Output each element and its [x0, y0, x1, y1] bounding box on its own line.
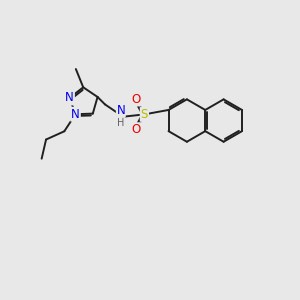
Text: H: H [117, 118, 124, 128]
Text: N: N [116, 104, 125, 117]
Text: N: N [65, 92, 74, 104]
Text: O: O [131, 123, 141, 136]
Text: N: N [71, 108, 80, 121]
Text: O: O [131, 93, 141, 106]
Text: S: S [141, 108, 148, 121]
